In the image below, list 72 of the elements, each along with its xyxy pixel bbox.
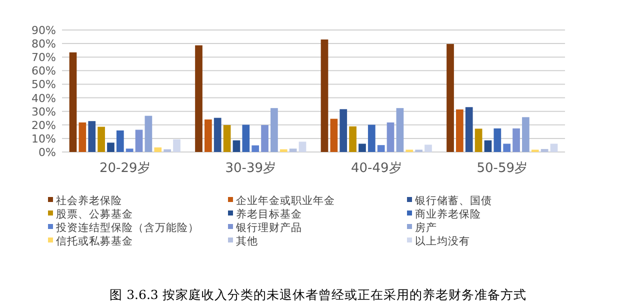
bar xyxy=(456,109,464,152)
y-tick-label: 40% xyxy=(32,92,56,105)
bar xyxy=(349,126,356,152)
bar xyxy=(126,148,134,152)
bar xyxy=(550,144,558,152)
bar xyxy=(386,122,394,152)
bar xyxy=(512,128,520,152)
bar xyxy=(340,109,348,152)
y-tick-label: 50% xyxy=(32,78,56,92)
y-tick-label: 30% xyxy=(32,105,56,118)
text: 图 3.6.3 按家庭收入分类的未退休者曾经或正在采用的养老财务准备方式 xyxy=(110,287,526,302)
bar xyxy=(424,144,432,152)
bar xyxy=(298,142,306,152)
legend-label: 企业年金或职业年金 xyxy=(236,194,335,207)
legend-label: 社会养老保险 xyxy=(56,194,122,207)
bar xyxy=(494,128,502,152)
y-tick-label: 80% xyxy=(32,38,56,51)
y-tick-label: 10% xyxy=(32,132,56,146)
bar xyxy=(270,108,278,152)
bar xyxy=(330,118,338,152)
y-tick-label: 60% xyxy=(32,64,56,78)
bar xyxy=(522,117,530,152)
bar xyxy=(484,140,492,152)
legend-label: 股票、公募基金 xyxy=(56,208,133,220)
bar xyxy=(289,148,297,152)
bar xyxy=(88,121,96,152)
bar xyxy=(252,145,260,152)
bar xyxy=(396,108,404,152)
legend-label: 信托或私募基金 xyxy=(56,234,133,248)
bar xyxy=(377,145,385,152)
y-tick-label: 0% xyxy=(38,146,56,159)
bar xyxy=(368,124,376,152)
bar xyxy=(446,44,454,152)
legend-label: 银行储蓄、国债 xyxy=(414,194,492,207)
bar xyxy=(204,119,212,152)
y-tick-label: 20% xyxy=(32,118,56,132)
bar xyxy=(98,126,105,152)
bar xyxy=(173,139,180,152)
bar xyxy=(540,149,548,152)
legend-label: 银行理财产品 xyxy=(235,221,302,234)
y-tick-label: 70% xyxy=(32,51,56,64)
bar xyxy=(214,118,222,152)
x-tick-label: 20-29岁 xyxy=(99,161,150,176)
bar xyxy=(144,116,152,152)
bar xyxy=(242,124,250,152)
bar xyxy=(78,122,86,152)
bar xyxy=(69,52,77,152)
bar xyxy=(320,39,328,152)
legend-label: 养老目标基金 xyxy=(236,208,302,220)
legend-label: 房产 xyxy=(415,221,437,234)
x-tick-label: 50-59岁 xyxy=(476,161,528,176)
bar xyxy=(474,128,482,152)
x-tick-label: 30-39岁 xyxy=(225,161,276,176)
legend-label: 商业养老保险 xyxy=(415,208,481,220)
bar xyxy=(465,107,473,152)
bar xyxy=(503,144,511,152)
legend-label: 其他 xyxy=(236,234,258,248)
bar xyxy=(223,125,231,152)
y-tick-label: 90% xyxy=(32,24,56,37)
x-tick-label: 40-49岁 xyxy=(350,161,402,176)
bar xyxy=(232,140,240,152)
bar xyxy=(116,130,124,152)
bar xyxy=(358,144,366,152)
bar xyxy=(107,142,114,152)
bar xyxy=(261,125,268,152)
bar xyxy=(164,149,171,152)
bar xyxy=(280,149,288,152)
bar xyxy=(195,45,202,152)
legend-label: 以上均没有 xyxy=(415,234,470,248)
legend-label: 投资连结型保险（含万能险） xyxy=(55,221,199,234)
bar xyxy=(154,147,162,152)
bar xyxy=(135,130,143,152)
